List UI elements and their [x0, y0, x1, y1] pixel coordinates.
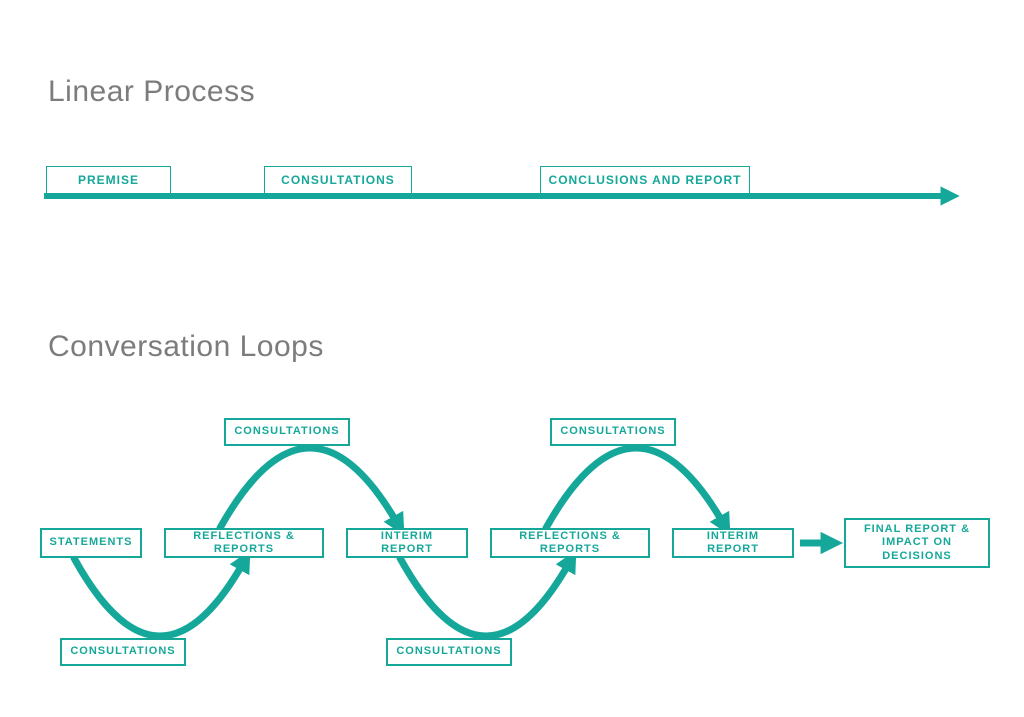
loop-box-refl1: REFLECTIONS & REPORTS — [164, 528, 324, 558]
loop-box-interim1: INTERIM REPORT — [346, 528, 468, 558]
consult-box-c_top1: CONSULTATIONS — [224, 418, 350, 446]
loop-arc-top-1 — [546, 448, 726, 528]
linear-box-0: PREMISE — [46, 166, 171, 194]
loop-arc-bottom-0 — [74, 558, 246, 636]
conversation-loops-title: Conversation Loops — [48, 330, 324, 364]
loop-arc-top-0 — [220, 448, 400, 528]
loop-box-interim2: INTERIM REPORT — [672, 528, 794, 558]
loop-box-refl2: REFLECTIONS & REPORTS — [490, 528, 650, 558]
linear-box-1: CONSULTATIONS — [264, 166, 412, 194]
consult-box-c_bot2: CONSULTATIONS — [386, 638, 512, 666]
consult-box-c_bot1: CONSULTATIONS — [60, 638, 186, 666]
loop-box-statements: STATEMENTS — [40, 528, 142, 558]
linear-box-2: CONCLUSIONS AND REPORT — [540, 166, 750, 194]
loop-arc-bottom-1 — [400, 558, 572, 636]
consult-box-c_top2: CONSULTATIONS — [550, 418, 676, 446]
loop-box-final: FINAL REPORT & IMPACT ON DECISIONS — [844, 518, 990, 568]
linear-process-title: Linear Process — [48, 75, 255, 109]
